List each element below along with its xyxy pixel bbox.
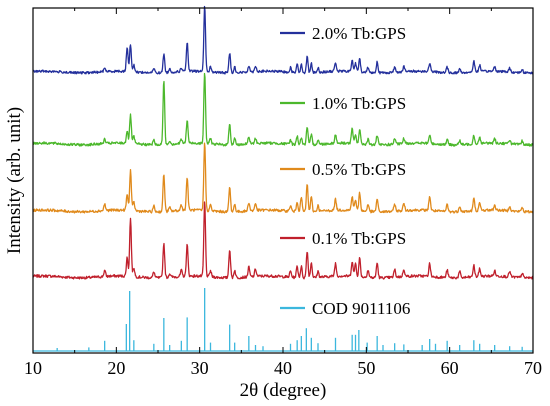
series-traces <box>32 5 534 280</box>
x-tick-label: 10 <box>24 358 42 378</box>
legend-label: 2.0% Tb:GPS <box>312 24 406 43</box>
plot-area-frame <box>32 7 534 354</box>
series-line <box>32 5 534 75</box>
series-line <box>32 142 534 214</box>
x-tick-label: 20 <box>107 358 125 378</box>
legend-label: 1.0% Tb:GPS <box>312 94 406 113</box>
series-line <box>32 201 534 280</box>
reference-pattern <box>33 288 533 352</box>
x-tick-label: 70 <box>524 358 542 378</box>
legend-label: 0.1% Tb:GPS <box>312 229 406 248</box>
legend-label: 0.5% Tb:GPS <box>312 160 406 179</box>
legend-label: COD 9011106 <box>312 299 410 318</box>
x-tick-label: 60 <box>441 358 459 378</box>
x-axis-ticks: 10 20 30 40 50 60 70 <box>24 8 542 378</box>
series-labels: 2.0% Tb:GPS 1.0% Tb:GPS 0.5% Tb:GPS 0.1% Tb… <box>280 24 410 318</box>
x-axis-label: 2θ (degree) <box>240 380 327 401</box>
y-axis-label: Intensity (arb. unit) <box>4 107 25 254</box>
x-tick-label: 40 <box>274 358 292 378</box>
series-line <box>32 72 534 147</box>
x-tick-label: 50 <box>357 358 375 378</box>
x-tick-label: 30 <box>191 358 209 378</box>
